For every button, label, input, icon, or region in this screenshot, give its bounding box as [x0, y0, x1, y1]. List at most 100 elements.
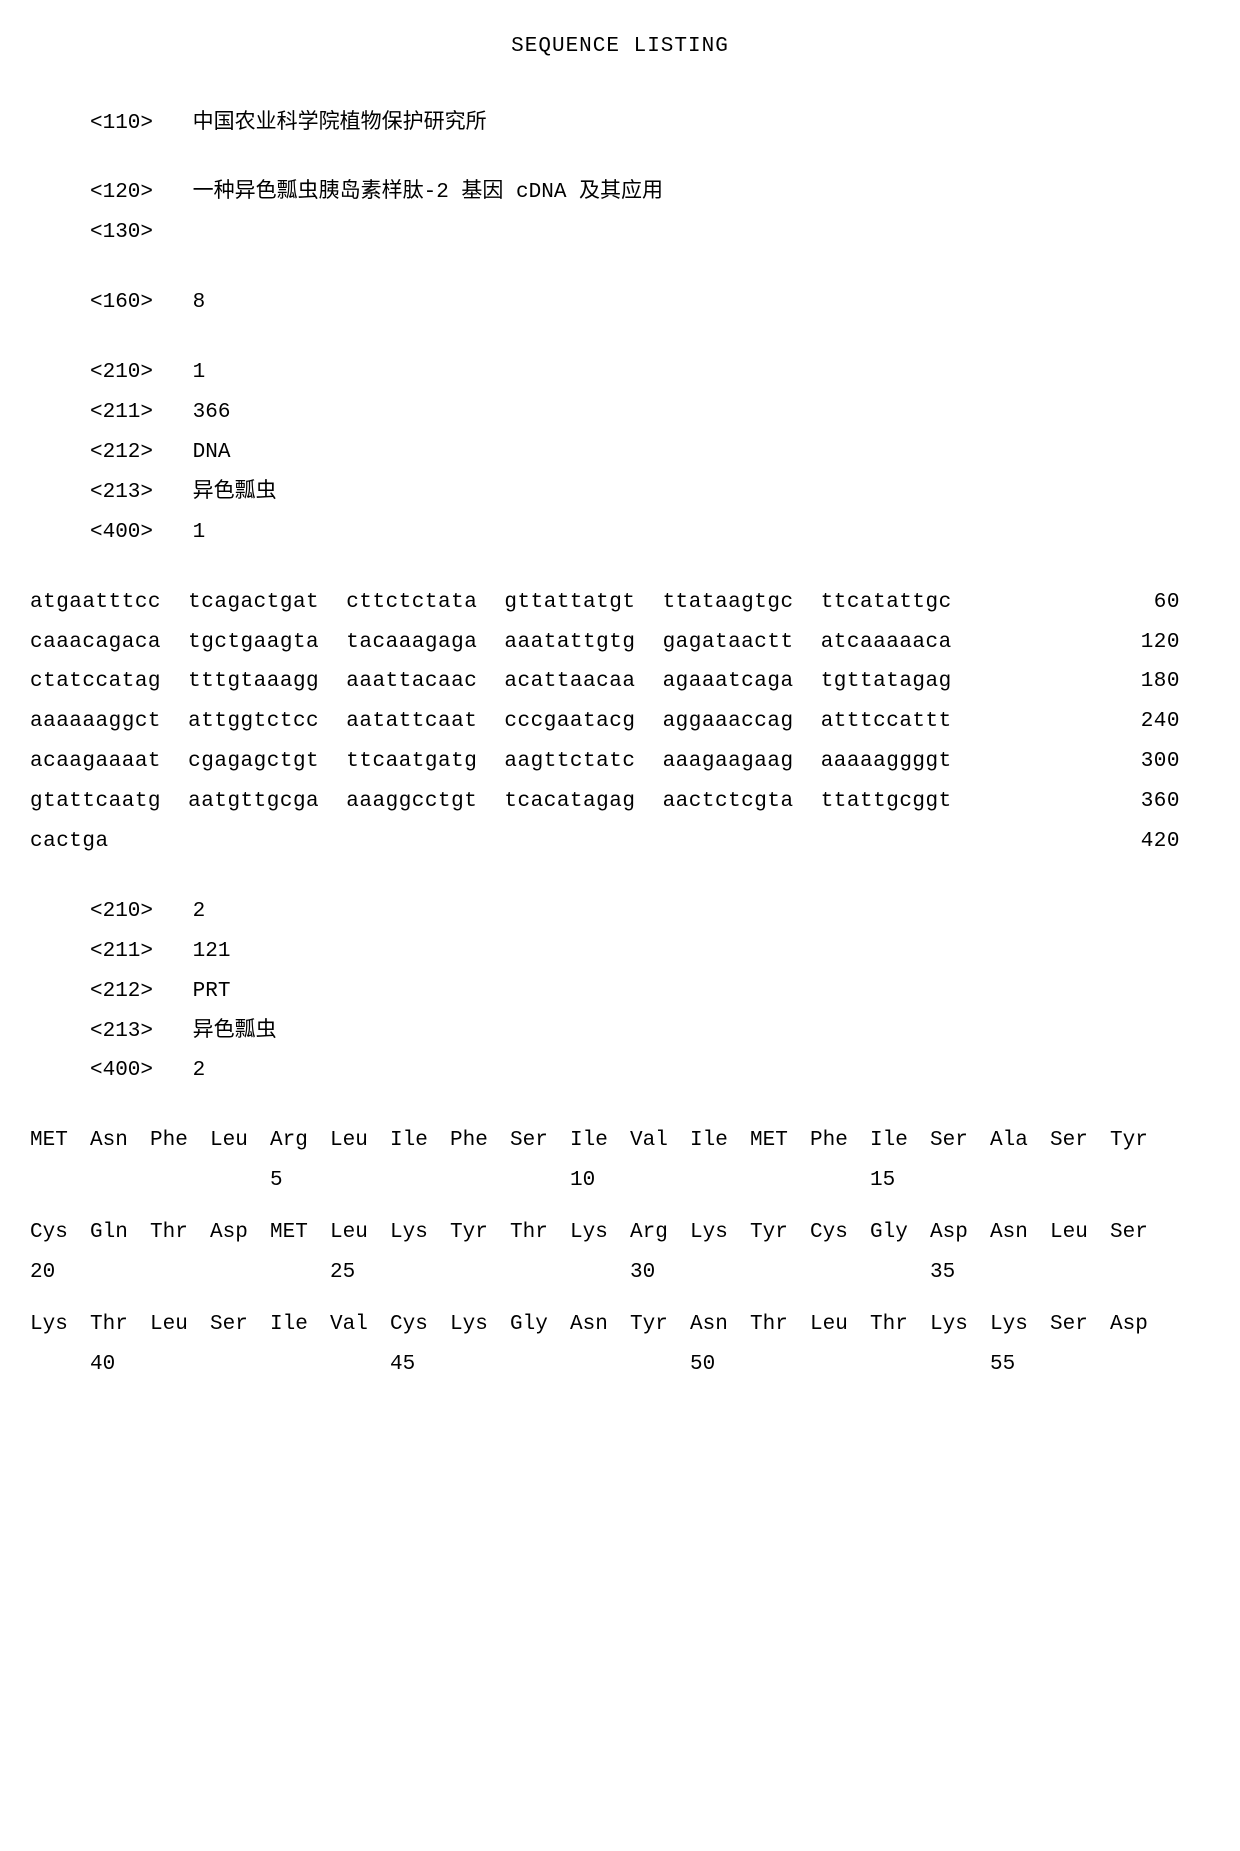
- header-120: <120> 一种异色瓢虫胰岛素样肽-2 基因 cDNA 及其应用: [90, 173, 1210, 213]
- prt-position: 55: [990, 1345, 1050, 1385]
- seq-group: tgctgaagta: [188, 623, 319, 663]
- prt-numbers-1: 51015: [30, 1161, 1210, 1201]
- seq-group: caaacagaca: [30, 623, 161, 663]
- seq-group: atgaatttcc: [30, 583, 161, 623]
- amino-acid: Asn: [990, 1213, 1050, 1253]
- amino-acid: Lys: [450, 1305, 510, 1345]
- seq-group: ctatccatag: [30, 662, 161, 702]
- seq-group: tcacatagag: [504, 782, 635, 822]
- amino-acid: Gly: [870, 1213, 930, 1253]
- val-120: 一种异色瓢虫胰岛素样肽-2 基因 cDNA 及其应用: [193, 181, 663, 204]
- seq1-400: <400> 1: [90, 513, 1210, 553]
- amino-acid: Ser: [1050, 1305, 1110, 1345]
- amino-acid: Cys: [30, 1213, 90, 1253]
- seq-position: 120: [1100, 623, 1210, 663]
- seq1-tag-400: <400>: [90, 513, 180, 553]
- seq-group: aggaaaccag: [663, 702, 794, 742]
- amino-acid: Leu: [810, 1305, 870, 1345]
- seq2-400: <400> 2: [90, 1051, 1210, 1091]
- amino-acid: Lys: [390, 1213, 450, 1253]
- top-header-block: <110> 中国农业科学院植物保护研究所: [30, 104, 1210, 144]
- seq-group: cgagagctgt: [188, 742, 319, 782]
- seq-position: 420: [1100, 822, 1210, 862]
- seq1-sequence: atgaatttcc tcagactgat cttctctata gttatta…: [30, 583, 1210, 862]
- amino-acid: MET: [270, 1213, 330, 1253]
- seq1-213: <213> 异色瓢虫: [90, 473, 1210, 513]
- val-160: 8: [193, 291, 206, 314]
- seq2-val-210: 2: [193, 900, 206, 923]
- prt-position: 50: [690, 1345, 750, 1385]
- seq1-line-5: acaagaaaat cgagagctgt ttcaatgatg aagttct…: [30, 742, 1210, 782]
- amino-acid: Cys: [810, 1213, 870, 1253]
- seq-position: 300: [1100, 742, 1210, 782]
- amino-acid: Asn: [690, 1305, 750, 1345]
- prt-row-2: CysGlnThrAspMETLeuLysTyrThrLysArgLysTyrC…: [30, 1213, 1210, 1253]
- seq2-val-400: 2: [193, 1059, 206, 1082]
- amino-acid: Gly: [510, 1305, 570, 1345]
- amino-acid: Lys: [690, 1213, 750, 1253]
- header-block-120: <120> 一种异色瓢虫胰岛素样肽-2 基因 cDNA 及其应用 <130>: [30, 173, 1210, 253]
- amino-acid: Lys: [30, 1305, 90, 1345]
- seq-group: aaattacaac: [346, 662, 477, 702]
- seq-group: tttgtaaagg: [188, 662, 319, 702]
- seq-group: ttattgcggt: [821, 782, 952, 822]
- tag-160: <160>: [90, 283, 180, 323]
- amino-acid: Ile: [570, 1121, 630, 1161]
- prt-position: 40: [90, 1345, 150, 1385]
- prt-position: 30: [630, 1253, 690, 1293]
- amino-acid: Thr: [870, 1305, 930, 1345]
- amino-acid: Asp: [1110, 1305, 1170, 1345]
- seq2-val-211: 121: [193, 940, 231, 963]
- amino-acid: Tyr: [630, 1305, 690, 1345]
- seq-group: aaatattgtg: [504, 623, 635, 663]
- amino-acid: Ile: [390, 1121, 450, 1161]
- seq2-tag-213: <213>: [90, 1012, 180, 1052]
- seq-group: cttctctata: [346, 583, 477, 623]
- seq1-tag-213: <213>: [90, 473, 180, 513]
- protein-sequence: METAsnPheLeuArgLeuIlePheSerIleValIleMETP…: [30, 1121, 1210, 1384]
- amino-acid: Tyr: [450, 1213, 510, 1253]
- seq1-line-6: gtattcaatg aatgttgcga aaaggcctgt tcacata…: [30, 782, 1210, 822]
- amino-acid: Val: [330, 1305, 390, 1345]
- amino-acid: Asp: [930, 1213, 990, 1253]
- header-130: <130>: [90, 213, 1210, 253]
- seq2-211: <211> 121: [90, 932, 1210, 972]
- amino-acid: Ala: [990, 1121, 1050, 1161]
- amino-acid: Lys: [930, 1305, 990, 1345]
- amino-acid: Ile: [690, 1121, 750, 1161]
- page-title: SEQUENCE LISTING: [30, 30, 1210, 64]
- val-110: 中国农业科学院植物保护研究所: [193, 112, 487, 135]
- amino-acid: Leu: [330, 1213, 390, 1253]
- amino-acid: Ile: [870, 1121, 930, 1161]
- amino-acid: Tyr: [1110, 1121, 1170, 1161]
- seq-position: 60: [1100, 583, 1210, 623]
- seq-group: tacaaagaga: [346, 623, 477, 663]
- amino-acid: Lys: [990, 1305, 1050, 1345]
- seq-group: cactga: [30, 822, 109, 862]
- amino-acid: Thr: [150, 1213, 210, 1253]
- seq-group: cccgaatacg: [504, 702, 635, 742]
- amino-acid: Ser: [930, 1121, 990, 1161]
- amino-acid: MET: [750, 1121, 810, 1161]
- prt-position: 20: [30, 1253, 90, 1293]
- amino-acid: Phe: [150, 1121, 210, 1161]
- prt-position: 25: [330, 1253, 390, 1293]
- header-block-160: <160> 8: [30, 283, 1210, 323]
- seq2-val-212: PRT: [193, 980, 231, 1003]
- prt-position: 5: [270, 1161, 330, 1201]
- seq1-line-2: caaacagaca tgctgaagta tacaaagaga aaatatt…: [30, 623, 1210, 663]
- seq2-tag-212: <212>: [90, 972, 180, 1012]
- seq-group: aatgttgcga: [188, 782, 319, 822]
- amino-acid: Phe: [450, 1121, 510, 1161]
- amino-acid: Leu: [150, 1305, 210, 1345]
- seq1-line-7: cactga 420: [30, 822, 1210, 862]
- amino-acid: Ser: [1050, 1121, 1110, 1161]
- seq-group: tcagactgat: [188, 583, 319, 623]
- amino-acid: Ser: [1110, 1213, 1170, 1253]
- header-110: <110> 中国农业科学院植物保护研究所: [90, 104, 1210, 144]
- prt-position: 35: [930, 1253, 990, 1293]
- seq-group: aaaaaggggt: [821, 742, 952, 782]
- seq-position: 360: [1100, 782, 1210, 822]
- prt-position: 10: [570, 1161, 630, 1201]
- amino-acid: Thr: [750, 1305, 810, 1345]
